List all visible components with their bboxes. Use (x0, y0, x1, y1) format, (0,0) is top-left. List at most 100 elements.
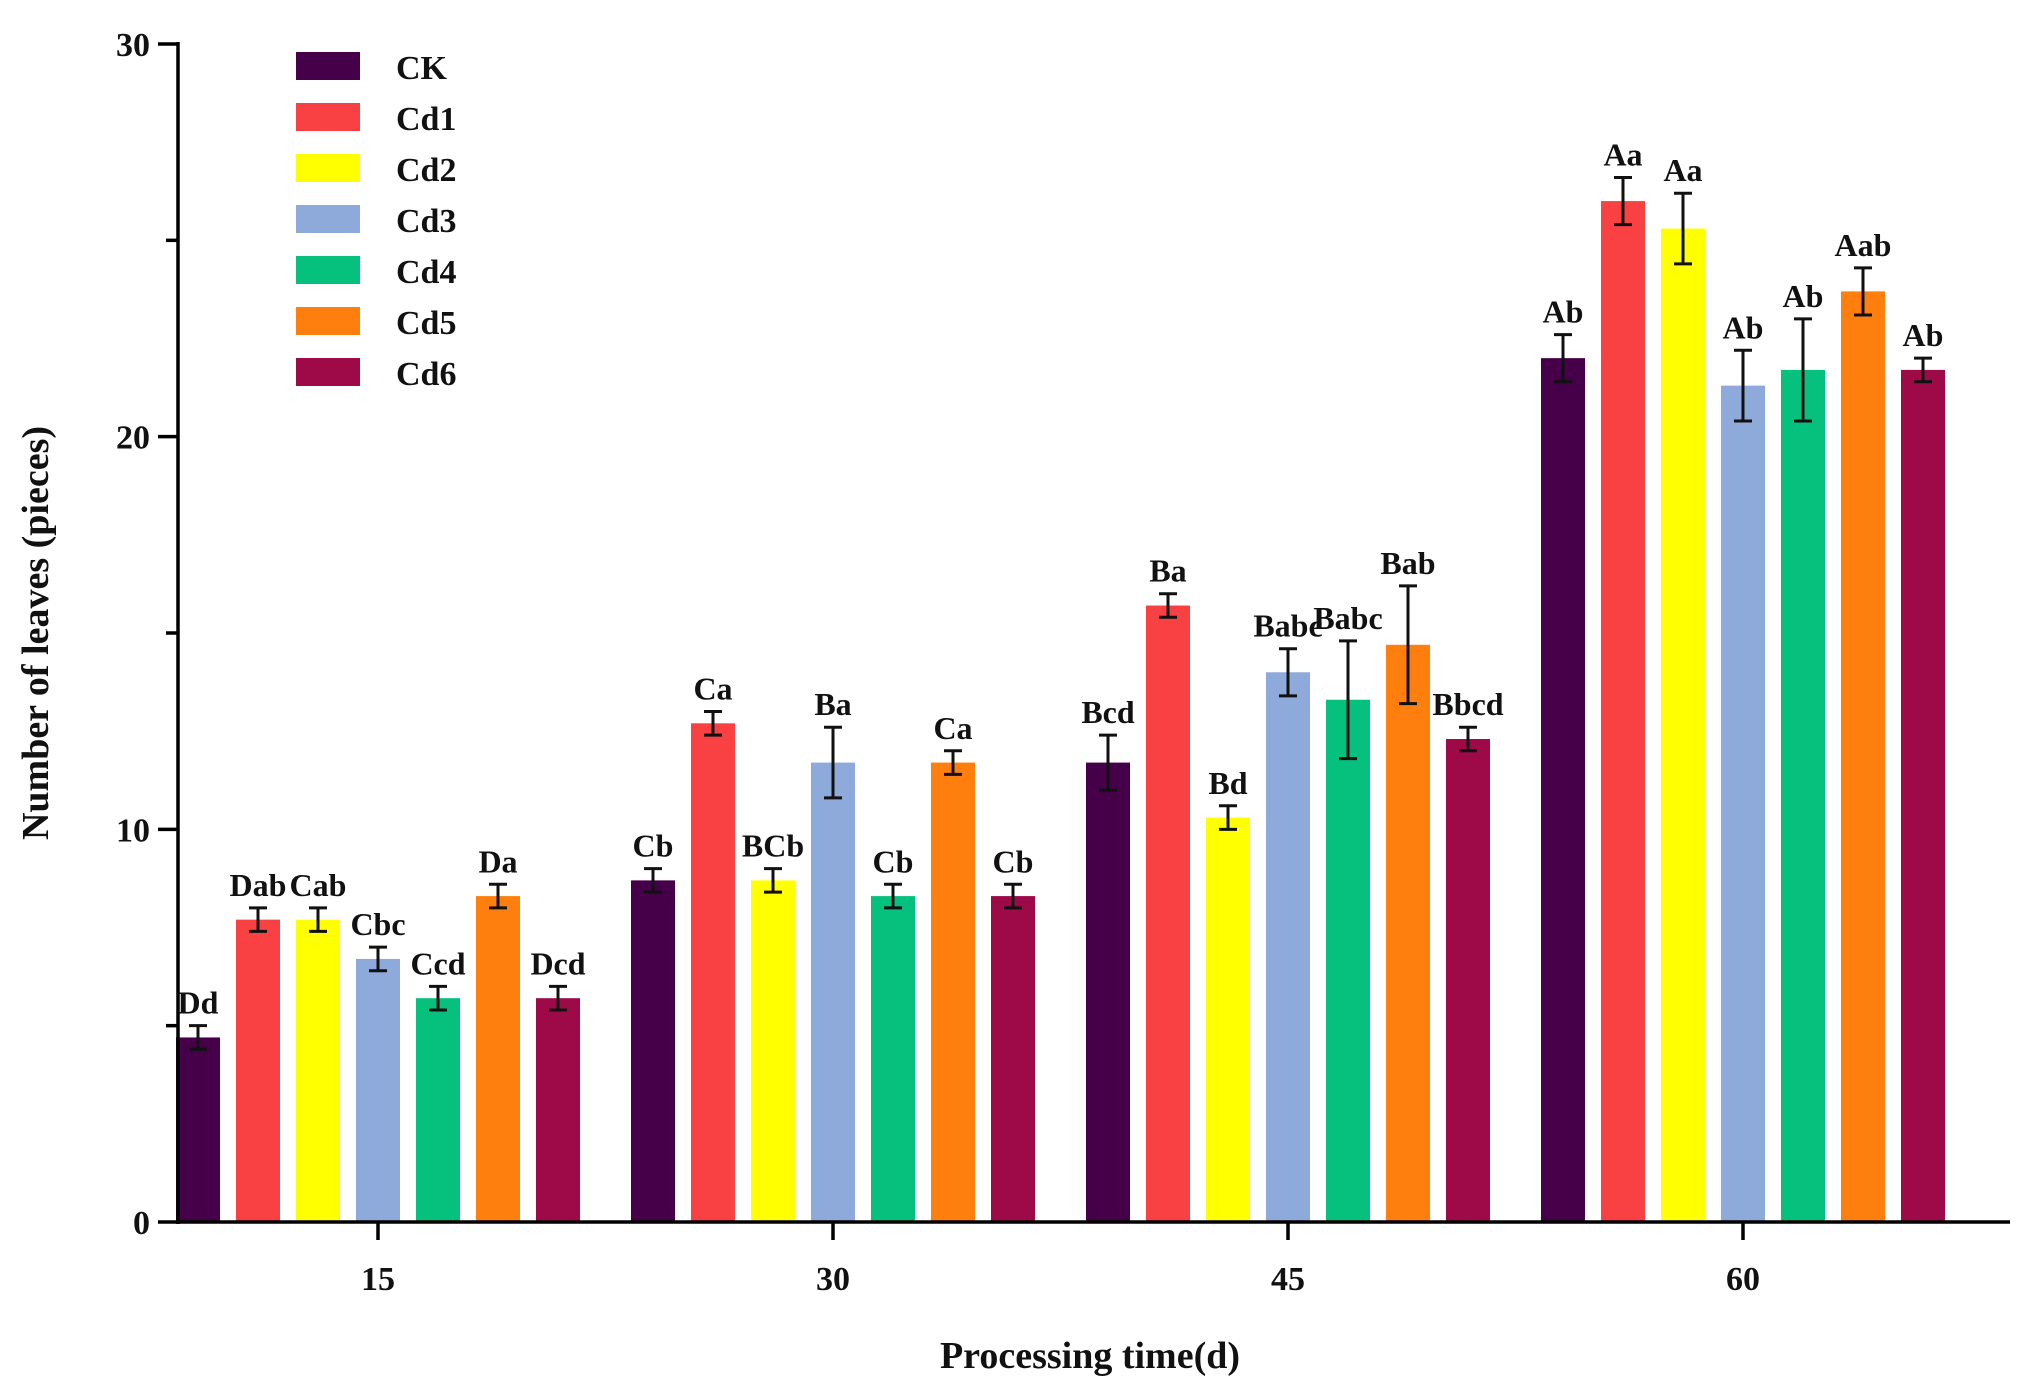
legend-label: Cd1 (396, 101, 456, 138)
legend-label: CK (396, 50, 448, 87)
significance-label: Ab (1543, 294, 1584, 330)
significance-label: Ab (1783, 278, 1824, 314)
significance-label: Aa (1663, 152, 1702, 188)
bar-cd1-60 (1601, 201, 1645, 1223)
error-bar (189, 1024, 207, 1051)
legend-label: Cd4 (396, 254, 456, 291)
significance-label: Ca (693, 671, 732, 707)
legend-swatch (296, 103, 360, 131)
significance-label: BCb (742, 828, 804, 864)
significance-label: Bd (1208, 765, 1247, 801)
y-tick-label: 20 (116, 420, 150, 457)
bar-cd1-30 (691, 723, 735, 1222)
significance-label: Ab (1903, 317, 1944, 353)
error-bar (764, 867, 782, 894)
bar-ck-45 (1086, 762, 1130, 1222)
bar-cd4-60 (1781, 369, 1825, 1222)
x-tick-label: 30 (816, 1261, 850, 1298)
significance-label: Dd (178, 985, 219, 1021)
error-bar (1914, 356, 1932, 384)
error-bar (824, 725, 842, 800)
legend-label: Cd5 (396, 305, 456, 342)
bar-cd2-30 (751, 880, 795, 1222)
bar-cd3-30 (811, 762, 855, 1222)
error-bar (1674, 191, 1692, 266)
significance-label: Ca (933, 710, 972, 746)
significance-label: Cbc (350, 906, 405, 942)
y-ticks: 0 10 20 30 (116, 27, 178, 1242)
legend-item: Cd3 (296, 203, 456, 240)
bar-ck-15 (176, 1037, 220, 1222)
bar-cd6-15 (536, 998, 580, 1222)
error-bar (1159, 592, 1177, 619)
legend-item: Cd1 (296, 101, 456, 138)
legend-swatch (296, 154, 360, 182)
error-bar (1004, 882, 1022, 910)
significance-label: Ba (814, 686, 851, 722)
significance-label: Ab (1723, 309, 1764, 345)
bar-cd6-45 (1446, 739, 1490, 1222)
legend-label: Cd6 (396, 356, 456, 393)
legend-swatch (296, 256, 360, 284)
error-bar (1279, 647, 1297, 698)
error-bar (249, 906, 267, 933)
error-bar (1339, 639, 1357, 761)
significance-label: Bbcd (1432, 686, 1503, 722)
bar-ck-60 (1541, 358, 1585, 1223)
error-bar (704, 710, 722, 737)
legend-item: Cd6 (296, 356, 456, 393)
significance-label: Cb (993, 843, 1034, 879)
error-bar (309, 906, 327, 933)
error-bar (644, 867, 662, 894)
bar-cd5-45 (1386, 644, 1430, 1222)
bar-cd2-45 (1206, 817, 1250, 1222)
significance-label: Bab (1380, 545, 1435, 581)
bar-cd6-30 (991, 896, 1035, 1222)
bar-cd4-45 (1326, 699, 1370, 1222)
significance-labels: Dd Cb Bcd Ab Dab Ca Ba Aa Cab BCb Bd Aa Cbc Ba Babc Ab C… (178, 137, 1944, 1021)
significance-label: Babc (1313, 600, 1382, 636)
legend-item: Cd5 (296, 305, 456, 342)
x-axis-title: Processing time(d) (940, 1335, 1240, 1377)
bar-cd5-15 (476, 896, 520, 1222)
significance-label: Ba (1149, 553, 1186, 589)
bar-cd2-60 (1661, 228, 1705, 1222)
significance-label: Dab (230, 867, 287, 903)
bar-cd2-15 (296, 919, 340, 1222)
significance-label: Cb (633, 828, 674, 864)
bars (176, 201, 1945, 1223)
bar-cd3-60 (1721, 385, 1765, 1222)
significance-label: Aa (1603, 137, 1642, 173)
legend-swatch (296, 52, 360, 80)
significance-label: Bcd (1081, 694, 1135, 730)
error-bar (944, 749, 962, 776)
x-tick-label: 45 (1271, 1261, 1305, 1298)
significance-label: Babc (1253, 608, 1322, 644)
bar-cd3-45 (1266, 672, 1310, 1222)
y-tick-label: 30 (116, 27, 150, 64)
significance-label: Dcd (530, 945, 585, 981)
error-bar (1099, 733, 1117, 792)
bar-cd4-15 (416, 998, 460, 1222)
error-bar (1459, 725, 1477, 753)
legend-item: Cd4 (296, 254, 456, 291)
error-bar (1399, 584, 1417, 706)
significance-label: Da (478, 843, 517, 879)
legend-swatch (296, 205, 360, 233)
error-bars (189, 176, 1932, 1051)
y-tick-label: 10 (116, 812, 150, 849)
significance-label: Aab (1835, 227, 1892, 263)
bar-cd5-30 (931, 762, 975, 1222)
error-bar (884, 882, 902, 910)
legend-label: Cd2 (396, 152, 456, 189)
error-bar (1219, 804, 1237, 831)
bar-cd6-60 (1901, 369, 1945, 1222)
error-bar (429, 984, 447, 1012)
error-bar (549, 984, 567, 1012)
error-bar (489, 882, 507, 910)
legend-swatch (296, 307, 360, 335)
x-tick-label: 60 (1726, 1261, 1760, 1298)
significance-label: Cab (290, 867, 347, 903)
